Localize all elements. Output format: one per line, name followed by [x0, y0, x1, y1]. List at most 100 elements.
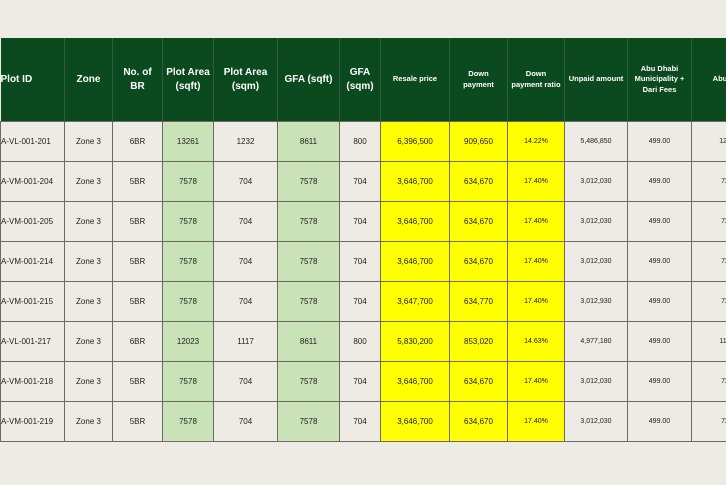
cell-plot-area-sqm: 704 — [213, 161, 278, 202]
table-row: A-VM-001-218 Zone 3 5BR 7578 704 7578 704 3,646… — [0, 361, 726, 402]
cell-plot-area-sqft: 7578 — [162, 201, 214, 242]
cell-gfa-sqm: 704 — [339, 161, 381, 202]
cell-zone: Zone 3 — [64, 281, 113, 322]
cell-abu-dhabi-fee: 72, — [691, 361, 726, 402]
cell-plot-id: A-VM-001-218 — [0, 361, 65, 402]
cell-bedrooms: 5BR — [112, 241, 163, 282]
cell-gfa-sqft: 7578 — [277, 401, 340, 442]
cell-unpaid-amount: 5,486,850 — [564, 121, 628, 162]
cell-plot-area-sqft: 7578 — [162, 361, 214, 402]
column-header-plot-id: Plot ID — [0, 38, 65, 122]
cell-gfa-sqft: 7578 — [277, 361, 340, 402]
cell-plot-area-sqft: 13261 — [162, 121, 214, 162]
table-header-row: Plot ID Zone No. of BR Plot Area (sqft) Plot… — [0, 38, 726, 122]
cell-down-payment-ratio: 17.40% — [507, 361, 565, 402]
cell-municipality-dari-fees: 499.00 — [627, 361, 692, 402]
cell-plot-id: A-VM-001-214 — [0, 241, 65, 282]
column-header-municipality-dari-fees: Abu Dhabi Municipality + Dari Fees — [627, 38, 692, 122]
cell-plot-area-sqm: 1232 — [213, 121, 278, 162]
cell-gfa-sqm: 704 — [339, 401, 381, 442]
cell-unpaid-amount: 4,977,180 — [564, 321, 628, 362]
cell-unpaid-amount: 3,012,030 — [564, 401, 628, 442]
cell-down-payment: 853,020 — [449, 321, 508, 362]
cell-down-payment: 634,670 — [449, 201, 508, 242]
column-header-abu-dhabi-fee: Abu Dh — [691, 38, 726, 122]
cell-gfa-sqft: 7578 — [277, 241, 340, 282]
cell-abu-dhabi-fee: 72, — [691, 201, 726, 242]
cell-down-payment: 634,670 — [449, 241, 508, 282]
cell-resale-price: 3,647,700 — [380, 281, 450, 322]
table-row: A-VM-001-204 Zone 3 5BR 7578 704 7578 704 3,646… — [0, 161, 726, 202]
cell-resale-price: 5,830,200 — [380, 321, 450, 362]
cell-down-payment-ratio: 14.63% — [507, 321, 565, 362]
column-header-gfa-sqft: GFA (sqft) — [277, 38, 340, 122]
column-header-bedrooms: No. of BR — [112, 38, 163, 122]
cell-down-payment: 634,770 — [449, 281, 508, 322]
table-row: A-VL-001-201 Zone 3 6BR 13261 1232 8611 800 6,3… — [0, 121, 726, 162]
cell-plot-area-sqm: 1117 — [213, 321, 278, 362]
column-header-resale-price: Resale price — [380, 38, 450, 122]
cell-abu-dhabi-fee: 72, — [691, 161, 726, 202]
cell-zone: Zone 3 — [64, 121, 113, 162]
cell-plot-area-sqft: 7578 — [162, 401, 214, 442]
cell-unpaid-amount: 3,012,030 — [564, 361, 628, 402]
cell-abu-dhabi-fee: 72, — [691, 281, 726, 322]
column-header-plot-area-sqm: Plot Area (sqm) — [213, 38, 278, 122]
cell-municipality-dari-fees: 499.00 — [627, 281, 692, 322]
cell-plot-area-sqm: 704 — [213, 241, 278, 282]
cell-plot-area-sqm: 704 — [213, 361, 278, 402]
table-row: A-VM-001-214 Zone 3 5BR 7578 704 7578 704 3,646… — [0, 241, 726, 282]
cell-resale-price: 6,396,500 — [380, 121, 450, 162]
cell-plot-id: A-VM-001-205 — [0, 201, 65, 242]
cell-bedrooms: 6BR — [112, 121, 163, 162]
cell-down-payment-ratio: 17.40% — [507, 241, 565, 282]
cell-down-payment-ratio: 17.40% — [507, 281, 565, 322]
cell-plot-id: A-VM-001-215 — [0, 281, 65, 322]
cell-gfa-sqft: 7578 — [277, 281, 340, 322]
cell-unpaid-amount: 3,012,030 — [564, 161, 628, 202]
cell-resale-price: 3,646,700 — [380, 201, 450, 242]
cell-plot-id: A-VL-001-201 — [0, 121, 65, 162]
cell-gfa-sqm: 704 — [339, 361, 381, 402]
cell-down-payment: 634,670 — [449, 161, 508, 202]
cell-unpaid-amount: 3,012,030 — [564, 241, 628, 282]
cell-down-payment-ratio: 17.40% — [507, 401, 565, 442]
cell-plot-area-sqft: 12023 — [162, 321, 214, 362]
column-header-down-payment: Down payment — [449, 38, 508, 122]
cell-plot-area-sqm: 704 — [213, 201, 278, 242]
cell-down-payment: 634,670 — [449, 401, 508, 442]
plot-price-table-container: Plot ID Zone No. of BR Plot Area (sqft) Plot… — [0, 38, 726, 446]
cell-abu-dhabi-fee: 72, — [691, 401, 726, 442]
table-row: A-VM-001-219 Zone 3 5BR 7578 704 7578 704 3,646… — [0, 401, 726, 442]
cell-zone: Zone 3 — [64, 321, 113, 362]
column-header-zone: Zone — [64, 38, 113, 122]
cell-municipality-dari-fees: 499.00 — [627, 321, 692, 362]
cell-bedrooms: 5BR — [112, 281, 163, 322]
cell-gfa-sqm: 704 — [339, 241, 381, 282]
cell-gfa-sqft: 8611 — [277, 321, 340, 362]
cell-plot-id: A-VL-001-217 — [0, 321, 65, 362]
cell-unpaid-amount: 3,012,030 — [564, 201, 628, 242]
cell-down-payment-ratio: 17.40% — [507, 161, 565, 202]
cell-resale-price: 3,646,700 — [380, 241, 450, 282]
cell-plot-area-sqft: 7578 — [162, 281, 214, 322]
cell-bedrooms: 5BR — [112, 161, 163, 202]
cell-zone: Zone 3 — [64, 361, 113, 402]
cell-bedrooms: 6BR — [112, 321, 163, 362]
cell-plot-area-sqm: 704 — [213, 281, 278, 322]
cell-down-payment-ratio: 17.40% — [507, 201, 565, 242]
cell-abu-dhabi-fee: 72, — [691, 241, 726, 282]
column-header-plot-area-sqft: Plot Area (sqft) — [162, 38, 214, 122]
cell-zone: Zone 3 — [64, 201, 113, 242]
cell-municipality-dari-fees: 499.00 — [627, 121, 692, 162]
cell-gfa-sqm: 704 — [339, 201, 381, 242]
cell-municipality-dari-fees: 499.00 — [627, 161, 692, 202]
cell-resale-price: 3,646,700 — [380, 361, 450, 402]
cell-gfa-sqm: 800 — [339, 321, 381, 362]
cell-plot-id: A-VM-001-204 — [0, 161, 65, 202]
column-header-down-payment-ratio: Down payment ratio — [507, 38, 565, 122]
cell-bedrooms: 5BR — [112, 401, 163, 442]
column-header-gfa-sqm: GFA (sqm) — [339, 38, 381, 122]
cell-resale-price: 3,646,700 — [380, 161, 450, 202]
plot-price-table: Plot ID Zone No. of BR Plot Area (sqft) Plot… — [0, 38, 726, 442]
